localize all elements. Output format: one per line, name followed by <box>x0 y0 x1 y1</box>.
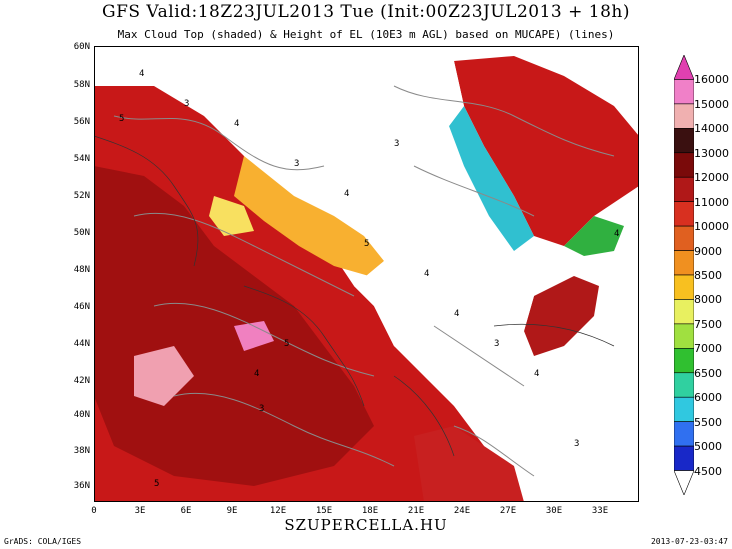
lon-label: 3E <box>125 506 155 516</box>
lon-label: 30E <box>539 506 569 516</box>
lon-label: 6E <box>171 506 201 516</box>
contour-label: 3 <box>294 159 299 169</box>
lat-label: 46N <box>62 302 90 312</box>
timestamp: 2013-07-23-03:47 <box>651 537 728 546</box>
lon-label: 24E <box>447 506 477 516</box>
lat-label: 40N <box>62 410 90 420</box>
lon-label: 21E <box>401 506 431 516</box>
colorbar <box>674 55 694 495</box>
contour-label: 5 <box>284 339 289 349</box>
lon-label: 15E <box>309 506 339 516</box>
software-credit: GrADS: COLA/IGES <box>4 537 81 546</box>
colorbar-cell <box>674 202 694 226</box>
contour-label: 4 <box>234 119 239 129</box>
contour-label: 3 <box>494 339 499 349</box>
contour-label: 5 <box>154 479 159 489</box>
weather-map: 4 3 5 4 3 4 5 3 4 4 3 5 4 3 4 5 3 4 <box>94 46 639 502</box>
contour-label: 3 <box>184 99 189 109</box>
colorbar-cell <box>674 422 694 446</box>
contour-label: 4 <box>424 269 429 279</box>
contour-label: 3 <box>259 404 264 414</box>
colorbar-label: 7000 <box>694 342 722 355</box>
colorbar-cell <box>674 446 694 470</box>
colorbar-label: 5000 <box>694 440 722 453</box>
colorbar-label: 7500 <box>694 318 722 331</box>
colorbar-label: 13000 <box>694 147 729 160</box>
colorbar-cell <box>674 299 694 323</box>
contour-label: 4 <box>614 229 619 239</box>
colorbar-cell <box>674 226 694 250</box>
colorbar-label: 8000 <box>694 293 722 306</box>
lat-label: 60N <box>62 42 90 52</box>
contour-label: 4 <box>454 309 459 319</box>
colorbar-cell <box>674 397 694 421</box>
contour-label: 3 <box>394 139 399 149</box>
colorbar-cell <box>674 128 694 152</box>
colorbar-label: 6500 <box>694 367 722 380</box>
lat-label: 54N <box>62 154 90 164</box>
contour-label: 4 <box>139 69 144 79</box>
lat-label: 36N <box>62 481 90 491</box>
contour-label: 4 <box>254 369 259 379</box>
colorbar-label: 16000 <box>694 73 729 86</box>
site-name: SZUPERCELLA.HU <box>0 516 732 534</box>
lon-label: 0 <box>79 506 109 516</box>
lat-label: 56N <box>62 117 90 127</box>
map-title: GFS Valid:18Z23JUL2013 Tue (Init:00Z23JU… <box>0 2 732 22</box>
colorbar-cell <box>674 251 694 275</box>
lon-label: 12E <box>263 506 293 516</box>
lon-label: 33E <box>585 506 615 516</box>
colorbar-label: 4500 <box>694 465 722 478</box>
lon-label: 27E <box>493 506 523 516</box>
contour-label: 4 <box>344 189 349 199</box>
colorbar-label: 12000 <box>694 171 729 184</box>
colorbar-cell <box>674 79 694 103</box>
colorbar-cell <box>674 275 694 299</box>
lat-label: 44N <box>62 339 90 349</box>
lat-label: 52N <box>62 191 90 201</box>
contour-label: 4 <box>534 369 539 379</box>
colorbar-label: 14000 <box>694 122 729 135</box>
colorbar-label: 11000 <box>694 196 729 209</box>
lat-label: 42N <box>62 376 90 386</box>
lat-label: 48N <box>62 265 90 275</box>
colorbar-cell <box>674 104 694 128</box>
contour-label: 3 <box>574 439 579 449</box>
colorbar-label: 10000 <box>694 220 729 233</box>
lat-label: 50N <box>62 228 90 238</box>
colorbar-top-arrow <box>674 55 694 79</box>
colorbar-cell <box>674 324 694 348</box>
colorbar-cell <box>674 153 694 177</box>
lat-label: 38N <box>62 446 90 456</box>
colorbar-label: 15000 <box>694 98 729 111</box>
contour-label: 5 <box>364 239 369 249</box>
colorbar-label: 6000 <box>694 391 722 404</box>
colorbar-label: 5500 <box>694 416 722 429</box>
colorbar-cell <box>674 373 694 397</box>
lon-label: 18E <box>355 506 385 516</box>
map-subtitle: Max Cloud Top (shaded) & Height of EL (1… <box>0 28 732 41</box>
contour-label: 5 <box>119 114 124 124</box>
colorbar-cell <box>674 177 694 201</box>
lon-label: 9E <box>217 506 247 516</box>
colorbar-bottom-arrow <box>674 471 694 495</box>
colorbar-label: 8500 <box>694 269 722 282</box>
lat-label: 58N <box>62 80 90 90</box>
colorbar-cells <box>674 55 694 495</box>
colorbar-label: 9000 <box>694 245 722 258</box>
colorbar-cell <box>674 348 694 372</box>
